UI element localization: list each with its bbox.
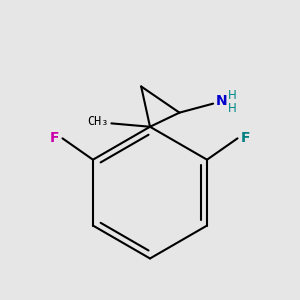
Text: N: N	[216, 94, 228, 107]
Text: F: F	[50, 131, 59, 146]
Text: F: F	[241, 131, 250, 146]
Text: H: H	[228, 89, 237, 102]
Text: H: H	[228, 102, 237, 115]
Text: CH₃: CH₃	[88, 115, 109, 128]
